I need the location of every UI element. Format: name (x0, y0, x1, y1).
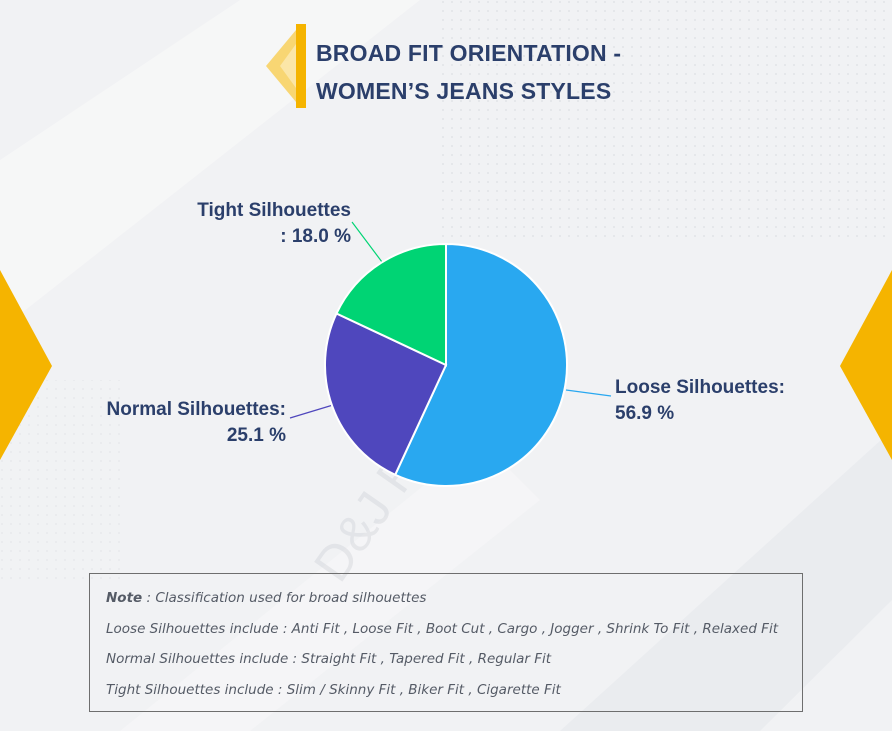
title-line-2: WOMEN’S JEANS STYLES (316, 78, 612, 104)
note-line-1: Note : Classification used for broad sil… (106, 588, 802, 619)
note-text: : Classification used for broad silhouet… (142, 590, 427, 606)
title-line-1: BROAD FIT ORIENTATION - (316, 40, 622, 66)
note-line-loose: Loose Silhouettes include : Anti Fit , L… (106, 620, 778, 637)
note-line-tight: Tight Silhouettes include : Slim / Skinn… (106, 681, 561, 698)
note-line-normal: Normal Silhouettes include : Straight Fi… (106, 651, 552, 667)
left-accent-shape (0, 270, 52, 460)
label-tight: Tight Silhouettes : 18.0 % (168, 198, 351, 250)
leader-line-tight (351, 221, 383, 263)
classification-note: Note : Classification used for broad sil… (89, 573, 803, 712)
leader-line-loose (565, 389, 612, 397)
label-normal-name: Normal Silhouettes: (106, 399, 286, 420)
label-loose-name: Loose Silhouettes: (615, 377, 785, 398)
label-normal: Normal Silhouettes: 25.1 % (74, 397, 286, 449)
right-accent-shape (840, 270, 892, 460)
label-normal-value: 25.1 % (226, 425, 286, 446)
title-chevron-icon (266, 24, 306, 108)
pie-slice-loose-silhouettes (393, 242, 568, 487)
pie-slice-normal-silhouettes (324, 312, 448, 477)
label-loose-value: 56.9 % (615, 403, 675, 424)
pie-slice-tight-silhouettes (335, 242, 447, 367)
label-tight-value: : 18.0 % (280, 226, 351, 247)
page-title: BROAD FIT ORIENTATION - WOMEN’S JEANS ST… (316, 34, 736, 110)
note-label: Note (106, 590, 143, 606)
label-loose: Loose Silhouettes: 56.9 % (615, 375, 785, 427)
leader-line-normal (289, 404, 334, 419)
label-tight-name: Tight Silhouettes (197, 200, 351, 221)
